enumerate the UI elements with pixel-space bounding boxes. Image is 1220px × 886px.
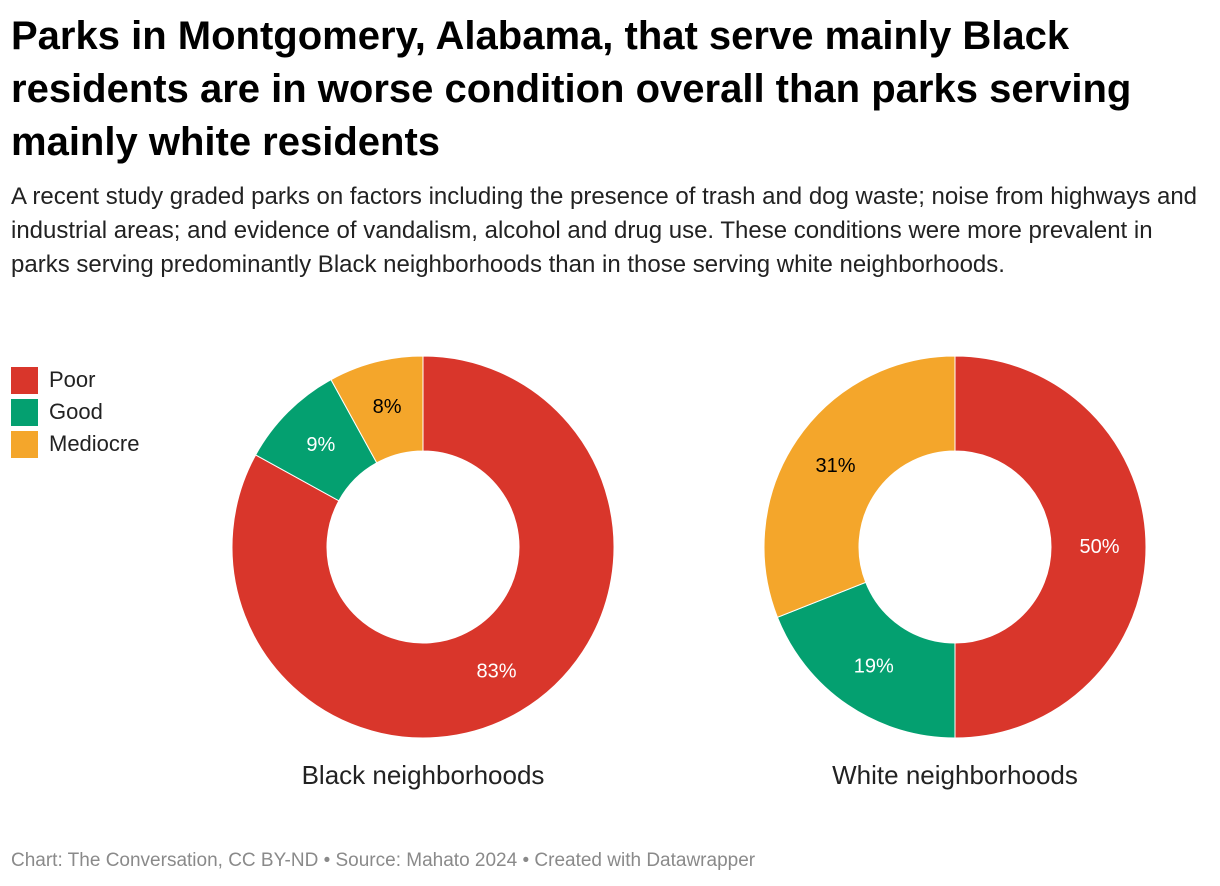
- legend-item-poor: Poor: [11, 364, 139, 396]
- legend-label-mediocre: Mediocre: [49, 431, 140, 456]
- legend-label-good: Good: [49, 399, 103, 424]
- chart-title: Parks in Montgomery, Alabama, that serve…: [11, 14, 1132, 164]
- legend-item-good: Good: [11, 396, 139, 428]
- donut-black-neighborhoods: 83% 9% 8% Black neighborhoods: [231, 355, 615, 790]
- data-label-mediocre: 31%: [815, 455, 855, 477]
- chart-label: White neighborhoods: [832, 760, 1078, 790]
- legend-swatch-good: [11, 398, 38, 426]
- slice-good: [776, 581, 956, 739]
- legend-swatch-poor: [11, 366, 38, 394]
- slice-poor: [954, 355, 1147, 739]
- data-label-poor: 50%: [1079, 536, 1119, 558]
- data-label-good: 19%: [854, 656, 894, 678]
- chart-subtitle: A recent study graded parks on factors i…: [11, 183, 1198, 278]
- legend-swatch-mediocre: [11, 430, 38, 458]
- legend-label-poor: Poor: [49, 367, 96, 392]
- legend: Poor Good Mediocre: [11, 364, 139, 460]
- slice-mediocre: [763, 355, 956, 618]
- data-label-poor: 83%: [477, 660, 517, 682]
- chart-footer: Chart: The Conversation, CC BY-ND • Sour…: [11, 850, 756, 871]
- slice-mediocre: [330, 355, 424, 464]
- legend-item-mediocre: Mediocre: [11, 428, 139, 460]
- slice-poor: [231, 355, 615, 739]
- data-label-good: 9%: [306, 434, 335, 456]
- donut-white-neighborhoods: 50% 19% 31% White neighborhoods: [763, 355, 1147, 790]
- data-label-mediocre: 8%: [373, 396, 402, 418]
- chart-label: Black neighborhoods: [302, 760, 545, 790]
